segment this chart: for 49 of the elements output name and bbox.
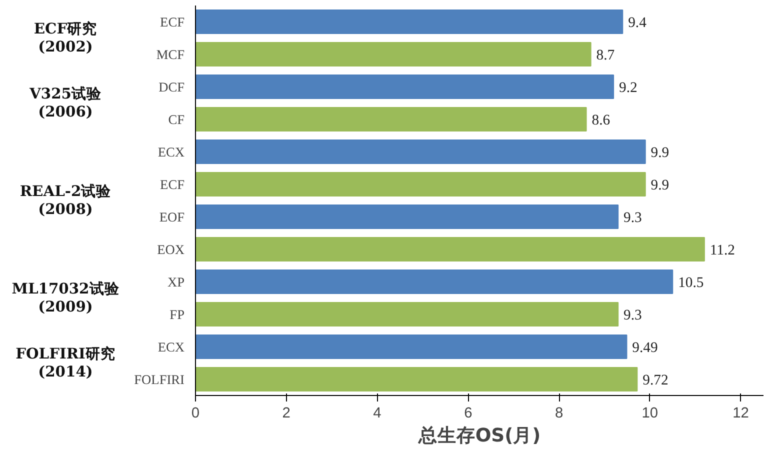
y-tick-label: FOLFIRI [134, 372, 184, 387]
data-label: 9.3 [624, 210, 642, 226]
bar [196, 140, 646, 164]
y-tick-label: MCF [156, 46, 185, 62]
data-label: 9.3 [624, 307, 642, 324]
bar [196, 42, 592, 66]
x-tick-label: 8 [554, 406, 564, 422]
y-tick-label: ECF [160, 14, 185, 30]
data-label: 9.9 [650, 177, 670, 194]
y-tick-label: DCF [158, 79, 185, 94]
data-label: 10.5 [678, 274, 704, 291]
text: REAL-2试验 (2008) [20, 183, 112, 218]
bar [196, 107, 587, 132]
x-axis-title: 总生存OS(月) [417, 424, 541, 446]
x-tick-label: 2 [282, 406, 290, 422]
bar [196, 302, 619, 326]
text: ML17032试验 (2009) [12, 280, 120, 316]
y-tick-label: CF [168, 112, 185, 127]
y-tick-label: ECX [158, 339, 185, 354]
y-tick-label: XP [167, 274, 185, 290]
data-label: 9.49 [632, 340, 658, 356]
data-label: 9.72 [642, 372, 668, 388]
y-tick-label: FP [170, 306, 185, 322]
bar [196, 334, 628, 359]
x-tick-label: 0 [191, 406, 200, 422]
data-label: 9.2 [619, 80, 638, 96]
bar [196, 74, 614, 99]
bar [196, 270, 674, 294]
data-label: 9.9 [650, 144, 670, 161]
y-tick-label: EOF [159, 209, 185, 224]
data-label: 8.6 [592, 112, 610, 128]
text: V325试验 (2006) [28, 86, 102, 120]
data-label: 8.7 [596, 47, 615, 64]
data-label: 11.2 [710, 242, 735, 258]
x-tick-label: 4 [373, 406, 382, 422]
text: FOLFIRI研究 (2014) [16, 344, 116, 380]
x-tick-label: 6 [464, 406, 472, 422]
x-tick-label: 10 [642, 406, 658, 422]
bar [196, 10, 624, 34]
y-tick-label: ECX [158, 144, 185, 160]
data-label: 9.4 [628, 14, 648, 31]
x-tick-label: 12 [732, 406, 749, 422]
y-tick-label: ECF [160, 176, 185, 192]
text: ECF研究 (2002) [34, 20, 98, 56]
bar [196, 367, 638, 392]
bar [196, 237, 705, 262]
bar [196, 172, 646, 196]
bar [196, 204, 619, 229]
y-tick-label: EOX [157, 242, 185, 257]
